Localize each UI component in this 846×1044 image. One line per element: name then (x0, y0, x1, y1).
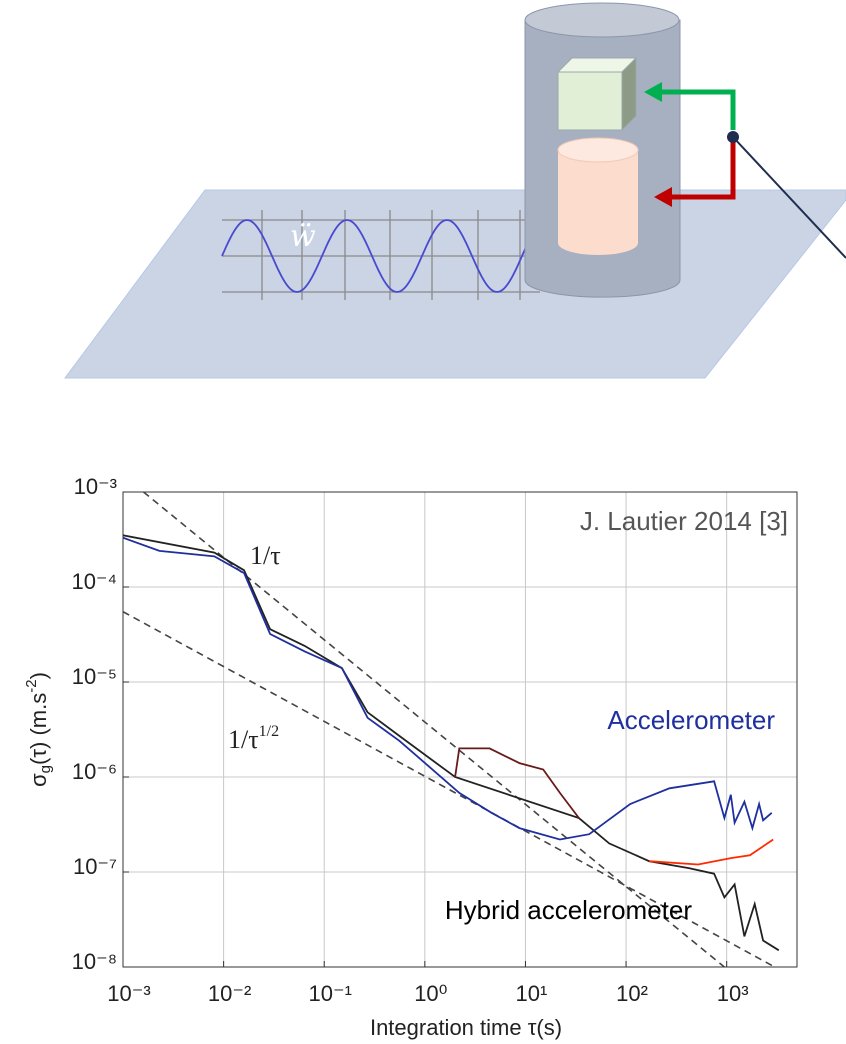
series-line (454, 747, 580, 819)
y-tick-label: 10⁻⁶ (72, 759, 117, 784)
green-arrowhead (644, 82, 662, 102)
annotation-superscript: 1/2 (259, 723, 279, 740)
x-tick-label: 10⁻³ (107, 981, 150, 1006)
x-tick-label: 10⁻¹ (309, 981, 352, 1006)
annotation: 1/τ1/2 (228, 723, 279, 754)
guide-line (123, 610, 777, 967)
y-tick-label: 10⁻⁵ (72, 664, 117, 689)
series-line (123, 536, 773, 841)
sine-wave (221, 219, 533, 293)
diagram: ẅ (64, 2, 846, 379)
annotation: Hybrid accelerometer (445, 895, 692, 925)
y-axis-label-part: σ (26, 773, 51, 787)
x-axis-label: Integration time τ(s) (370, 1015, 562, 1040)
mass-cylinder (558, 150, 638, 255)
plane (64, 189, 846, 379)
plot-frame (122, 491, 798, 968)
y-axis-label-part: (τ) (m.s (26, 693, 51, 765)
annotation-text: Accelerometer (607, 705, 775, 735)
annotation: Accelerometer (607, 705, 775, 735)
y-tick-label: 10⁻³ (74, 474, 117, 499)
x-tick-label: 10⁻² (208, 981, 251, 1006)
y-tick-label: 10⁻⁴ (71, 569, 117, 594)
wave-label: ẅ (290, 219, 316, 254)
red-arrowhead (654, 187, 672, 207)
pointer-line (732, 136, 846, 259)
annotation-text: 1/τ (228, 725, 259, 754)
y-axis-label: σg(τ) (m.s-2) (23, 672, 54, 787)
mass-top (557, 137, 639, 163)
x-tick-label: 10² (616, 981, 648, 1006)
red-arrow (670, 140, 736, 200)
y-tick-label: 10⁻⁷ (73, 854, 117, 879)
plot-area (123, 492, 797, 967)
cylinder-top (524, 2, 680, 38)
x-tick-label: 10³ (717, 981, 749, 1006)
junction (727, 131, 739, 143)
y-axis-label-part: g (37, 765, 54, 773)
cube (557, 71, 623, 131)
x-tick-label: 10⁰ (414, 981, 447, 1006)
plot-lines (123, 492, 780, 967)
annotation: J. Lautier 2014 [3] (580, 506, 788, 536)
annotation: 1/τ (250, 541, 281, 570)
green-arrow (660, 89, 736, 130)
y-axis-label-part: ) (26, 672, 51, 679)
annotation-text: Hybrid accelerometer (445, 895, 692, 925)
wave-grid (222, 210, 540, 300)
annotation-text: 1/τ (250, 541, 281, 570)
y-tick-label: 10⁻⁸ (72, 949, 117, 974)
chart: 10⁻³ 10⁻² 10⁻¹ 10⁰ 10¹ 10² 10³ 10⁻⁸ 10⁻⁷ 10⁻⁶ 10⁻⁵… (23, 474, 798, 1040)
y-axis-label-part: -2 (23, 679, 40, 692)
x-tick-label: 10¹ (516, 981, 548, 1006)
annotation-text: J. Lautier 2014 [3] (580, 506, 788, 536)
series-line (649, 838, 774, 866)
